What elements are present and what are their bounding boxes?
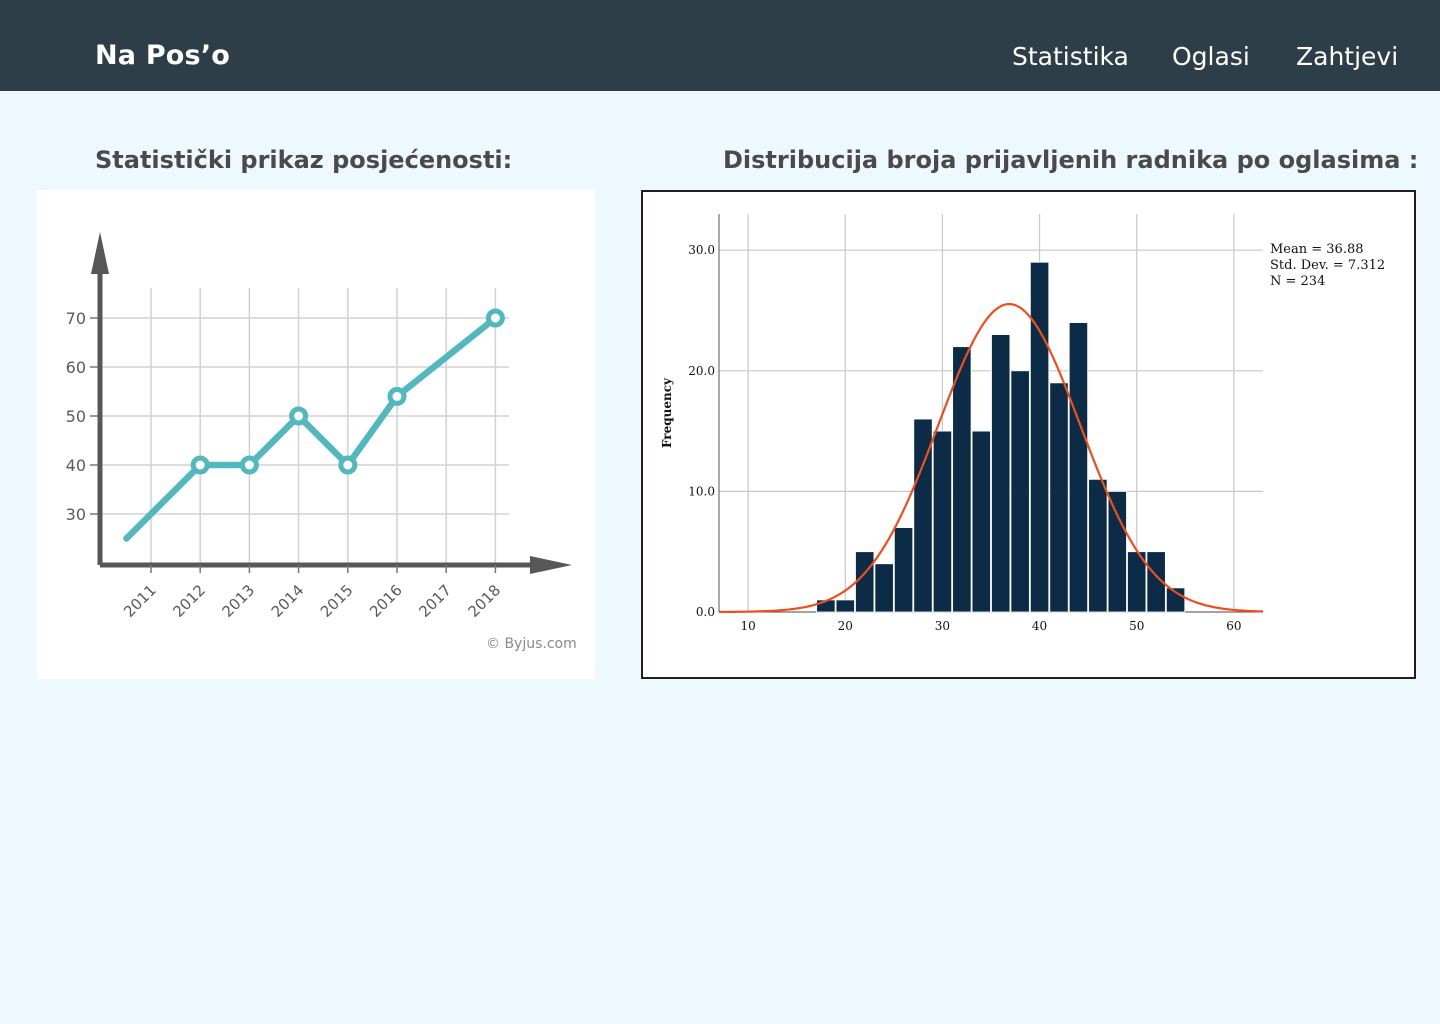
y-tick-label: 10.0	[688, 484, 715, 498]
stats-text-line: Mean = 36.88	[1270, 242, 1364, 257]
histogram-title: Distribucija broja prijavljenih radnika …	[723, 146, 1419, 174]
histogram-bar	[1010, 370, 1030, 613]
histogram-bar	[1088, 478, 1108, 613]
histogram-bar	[991, 334, 1011, 613]
x-tick-label: 2017	[415, 581, 455, 621]
y-tick-label: 60	[66, 358, 86, 377]
x-tick-label: 20	[838, 619, 853, 633]
data-point-2016	[387, 386, 407, 406]
applicants-histogram: 0.0 10.0 20.0 30.0 10 20 30 40 50 60 Frequency Mean…	[660, 214, 1385, 633]
y-tick-label: 40	[66, 456, 86, 475]
y-tick-label: 50	[66, 407, 86, 426]
y-tick-label: 70	[66, 309, 86, 328]
histogram-bar	[1107, 490, 1127, 613]
x-tick-label: 10	[741, 619, 756, 633]
brand-logo[interactable]: Na Pos’o	[95, 40, 231, 71]
stats-text-line: N = 234	[1270, 274, 1325, 289]
histogram-bar	[913, 418, 933, 613]
histogram-bar	[971, 430, 991, 613]
data-point-2013	[239, 455, 259, 475]
histogram-bar	[893, 527, 914, 613]
histogram-bar	[1049, 382, 1069, 613]
histogram-bar	[835, 599, 855, 613]
x-tick-label: 2018	[464, 581, 504, 621]
visits-line	[123, 314, 499, 542]
data-point-2015	[338, 455, 358, 475]
y-tick-label: 20.0	[688, 364, 715, 378]
x-tick-label: 2014	[268, 581, 308, 621]
data-point-2018	[485, 308, 505, 328]
image-credit: © Byjus.com	[486, 636, 577, 652]
x-axis-arrow	[530, 556, 572, 574]
y-axis-arrow	[91, 232, 109, 274]
histogram-bar	[1068, 322, 1089, 613]
nav-link-zahtjevi[interactable]: Zahtjevi	[1296, 42, 1399, 71]
data-point-2012	[190, 455, 210, 475]
data-point-2014	[289, 406, 309, 426]
histogram-panel: 0.0 10.0 20.0 30.0 10 20 30 40 50 60 Frequency Mean…	[641, 190, 1416, 679]
visits-chart-title: Statistički prikaz posjećenosti:	[95, 146, 513, 174]
nav-link-statistika[interactable]: Statistika	[1012, 42, 1129, 71]
histogram-bar	[855, 551, 875, 613]
x-tick-label: 2015	[317, 581, 357, 621]
histogram-bar	[1146, 551, 1166, 613]
histogram-bar	[932, 430, 953, 613]
x-tick-label: 2012	[169, 581, 209, 621]
x-tick-label: 2016	[366, 581, 406, 621]
x-tick-label: 30	[935, 619, 950, 633]
visits-line-chart: 30 40 50 60 70 2011 2012 2013 2014 2015 2016 2017 20…	[66, 232, 577, 652]
top-navbar: Na Pos’o Statistika Oglasi Zahtjevi	[0, 0, 1440, 91]
x-tick-label: 2013	[218, 581, 258, 621]
x-tick-label: 40	[1032, 619, 1047, 633]
y-tick-label: 0.0	[696, 605, 715, 619]
histogram-bar	[874, 563, 894, 613]
histogram-bar	[1029, 261, 1050, 613]
y-axis-label: Frequency	[660, 377, 674, 448]
stats-text-line: Std. Dev. = 7.312	[1270, 258, 1385, 273]
x-tick-label: 2011	[120, 581, 160, 621]
visits-line-chart-panel: 30 40 50 60 70 2011 2012 2013 2014 2015 2016 2017 20…	[37, 190, 595, 679]
y-tick-label: 30	[66, 505, 86, 524]
y-tick-label: 30.0	[688, 243, 715, 257]
histogram-bar	[952, 346, 972, 613]
x-tick-label: 60	[1226, 619, 1241, 633]
nav-link-oglasi[interactable]: Oglasi	[1172, 42, 1250, 71]
normal-curve	[718, 302, 1264, 614]
x-tick-label: 50	[1129, 619, 1144, 633]
